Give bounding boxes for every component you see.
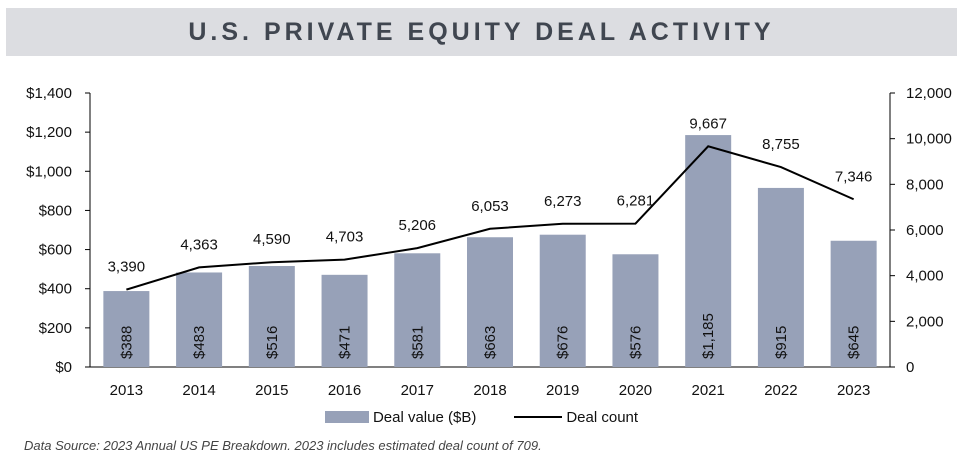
- legend-item-deal-count: Deal count: [488, 409, 638, 426]
- bar-value-label: $645: [846, 326, 863, 359]
- line-value-label: 6,281: [617, 193, 655, 210]
- x-axis-tick-label: 2022: [764, 382, 797, 399]
- right-axis-tick-label: 8,000: [906, 176, 944, 193]
- x-axis-tick-label: 2019: [546, 382, 579, 399]
- left-axis-tick-label: $0: [55, 359, 72, 376]
- left-axis-tick-label: $400: [39, 281, 72, 298]
- bar-value-label: $581: [409, 326, 426, 359]
- line-value-label: 3,390: [108, 259, 146, 276]
- left-axis-tick-label: $1,000: [26, 163, 72, 180]
- footnote: Data Source: 2023 Annual US PE Breakdown…: [24, 438, 542, 453]
- right-axis-tick-label: 2,000: [906, 313, 944, 330]
- bar-2021: [685, 135, 732, 367]
- legend-label-deal-value: Deal value ($B): [372, 408, 477, 426]
- x-axis-tick-label: 2016: [328, 382, 361, 399]
- line-value-label: 9,667: [689, 115, 727, 132]
- bar-2015: [248, 266, 295, 367]
- x-axis-tick-label: 2021: [691, 382, 724, 399]
- bar-2014: [176, 272, 223, 367]
- line-value-label: 6,273: [544, 193, 582, 210]
- right-axis-tick-label: 4,000: [906, 268, 944, 285]
- left-axis-tick-label: $200: [39, 320, 72, 337]
- left-axis-tick-label: $1,200: [26, 124, 72, 141]
- legend: Deal value ($B) Deal count: [0, 406, 963, 428]
- bar-value-label: $576: [627, 326, 644, 359]
- x-axis-tick-label: 2013: [110, 382, 143, 399]
- line-value-label: 5,206: [398, 217, 436, 234]
- bar-value-label: $1,185: [700, 313, 717, 359]
- left-axis-tick-label: $1,400: [26, 85, 72, 102]
- bar-2016: [321, 274, 368, 367]
- left-axis-tick-label: $600: [39, 242, 72, 259]
- right-axis-tick-label: 12,000: [906, 85, 952, 102]
- x-axis-tick-label: 2023: [837, 382, 870, 399]
- bar-value-label: $471: [337, 326, 354, 359]
- legend-label-deal-count: Deal count: [566, 408, 639, 426]
- line-value-label: 4,363: [180, 236, 218, 253]
- left-axis-tick-label: $800: [39, 202, 72, 219]
- bar-2017: [394, 253, 441, 367]
- bar-2022: [757, 187, 804, 367]
- right-axis-tick-label: 6,000: [906, 222, 944, 239]
- x-axis-tick-label: 2014: [182, 382, 215, 399]
- chart-title: U.S. PRIVATE EQUITY DEAL ACTIVITY: [188, 17, 775, 46]
- bar-value-label: $516: [264, 326, 281, 359]
- bar-2018: [467, 237, 513, 367]
- legend-swatch-bar: [324, 411, 369, 423]
- bar-value-label: $676: [555, 326, 572, 359]
- bar-2023: [830, 240, 877, 367]
- right-axis-tick-label: 10,000: [906, 131, 952, 148]
- bar-value-label: $483: [191, 326, 208, 359]
- legend-item-deal-value: Deal value ($B): [324, 408, 477, 426]
- bar-2019: [539, 234, 586, 367]
- bar-value-label: $663: [482, 326, 499, 359]
- x-axis-tick-label: 2015: [255, 382, 288, 399]
- x-axis-tick-label: 2020: [619, 382, 652, 399]
- bar-2020: [612, 254, 659, 367]
- x-axis-tick-label: 2018: [473, 382, 506, 399]
- bar-value-label: $388: [118, 326, 135, 359]
- title-bar: U.S. PRIVATE EQUITY DEAL ACTIVITY: [6, 8, 957, 56]
- right-axis-tick-label: 0: [906, 359, 914, 376]
- line-value-label: 4,590: [253, 231, 291, 248]
- deal-count-line: [126, 145, 855, 291]
- line-value-label: 8,755: [762, 136, 800, 153]
- bar-2013: [103, 291, 150, 367]
- legend-swatch-line: [514, 416, 563, 418]
- line-value-label: 7,346: [835, 168, 873, 185]
- line-value-label: 4,703: [326, 229, 364, 246]
- line-value-label: 6,053: [471, 198, 509, 215]
- x-axis-tick-label: 2017: [401, 382, 434, 399]
- bar-value-label: $915: [773, 326, 790, 359]
